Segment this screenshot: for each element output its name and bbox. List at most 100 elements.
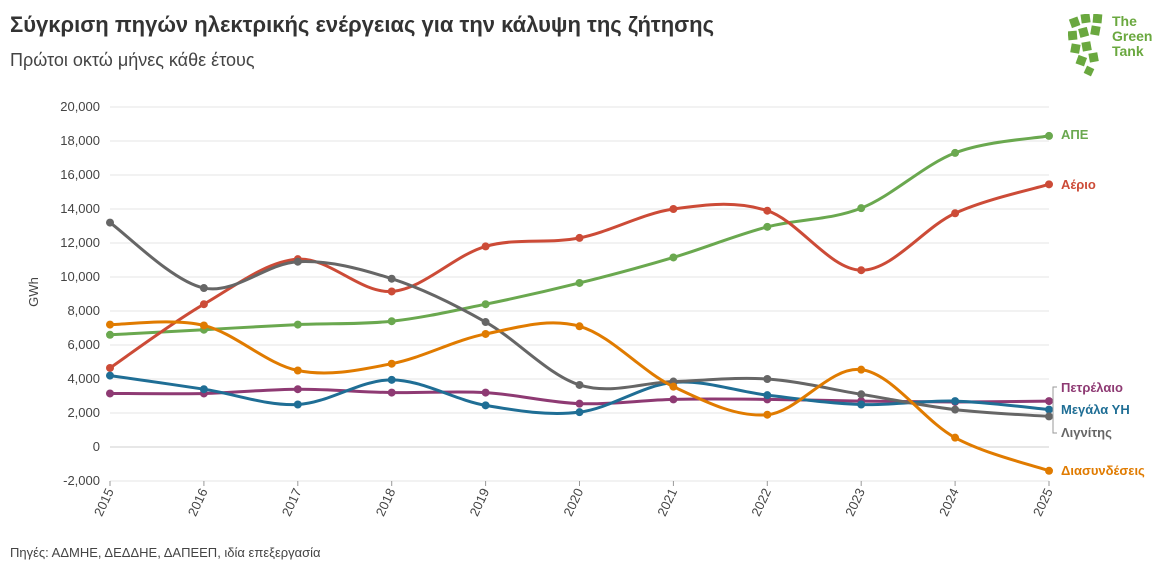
series-5-point xyxy=(1045,466,1053,475)
x-tick-label: 2015 xyxy=(91,486,117,519)
series-4-point xyxy=(293,257,302,266)
y-tick-label: 16,000 xyxy=(60,167,100,182)
series-5-point xyxy=(763,410,772,419)
series-3-point xyxy=(293,400,302,409)
series-5-point xyxy=(669,382,678,391)
series-1-point xyxy=(763,206,772,215)
series-5-point xyxy=(951,433,960,442)
series-label: Διασυνδέσεις xyxy=(1061,463,1145,478)
series-3-point xyxy=(199,385,208,394)
chart-title: Σύγκριση πηγών ηλεκτρικής ενέργειας για … xyxy=(10,12,715,37)
series-1-line xyxy=(109,182,1050,370)
series-3-point xyxy=(575,408,584,417)
source-note: Πηγές: ΑΔΜΗΕ, ΔΕΔΔΗΕ, ΔΑΠΕΕΠ, ιδία επεξε… xyxy=(10,545,321,560)
series-label: ΑΠΕ xyxy=(1061,127,1089,142)
series-4-point xyxy=(763,375,772,383)
series-4-line xyxy=(109,221,1050,418)
logo-line-2: Green xyxy=(1112,28,1153,44)
series-2-point xyxy=(1045,397,1053,406)
series-0-point xyxy=(387,317,396,326)
series-1-point xyxy=(669,205,678,213)
series-4-point xyxy=(387,274,396,283)
series-1-point xyxy=(857,266,866,275)
series-4-point xyxy=(951,405,960,414)
series-2-point xyxy=(575,399,584,408)
y-tick-label: 8,000 xyxy=(67,303,100,318)
series-1-point xyxy=(575,233,584,242)
series-1-point xyxy=(106,363,114,372)
series-2-point xyxy=(387,388,396,397)
x-tick-label: 2016 xyxy=(185,486,211,519)
series-1-point xyxy=(199,300,208,309)
series-labels: ΑΠΕ Αέριο Πετρέλαιο Μεγάλα ΥΗ Λιγνίτης Διασυν… xyxy=(1052,127,1145,478)
series-3-point xyxy=(387,375,396,384)
logo-line-3: Tank xyxy=(1112,43,1144,59)
series-3-point xyxy=(1045,405,1053,414)
y-axis: -2,000 0 2,000 4,000 6,000 8,000 10,000 12,000 1… xyxy=(60,99,100,488)
series-lines xyxy=(106,131,1053,475)
series-0-point xyxy=(951,148,960,157)
series-3-point xyxy=(763,391,772,400)
x-tick-label: 2017 xyxy=(279,486,305,519)
series-0-point xyxy=(481,300,490,309)
series-1-point xyxy=(951,209,960,218)
y-tick-label: 6,000 xyxy=(67,337,100,352)
series-0-point xyxy=(857,204,866,213)
series-2-point xyxy=(481,388,490,397)
x-tick-label: 2022 xyxy=(748,486,774,519)
series-1-point xyxy=(1045,180,1053,189)
series-2-point xyxy=(106,389,114,398)
series-4-point xyxy=(857,390,866,399)
x-tick-label: 2024 xyxy=(936,486,962,519)
x-tick-label: 2020 xyxy=(560,486,586,519)
series-0-point xyxy=(669,253,678,262)
x-tick-label: 2023 xyxy=(842,486,868,519)
x-tick-label: 2021 xyxy=(654,486,680,519)
x-tick-label: 2018 xyxy=(373,486,399,519)
y-tick-label: 2,000 xyxy=(67,405,100,420)
y-tick-label: 10,000 xyxy=(60,269,100,284)
series-4-point xyxy=(199,284,208,293)
series-5-point xyxy=(106,320,114,329)
y-tick-label: 18,000 xyxy=(60,133,100,148)
y-tick-label: 4,000 xyxy=(67,371,100,386)
y-tick-label: -2,000 xyxy=(63,473,100,488)
series-3-point xyxy=(106,371,114,380)
series-3-point xyxy=(951,397,960,406)
series-0-point xyxy=(575,278,584,287)
series-5-point xyxy=(481,329,490,338)
series-label: Μεγάλα ΥΗ xyxy=(1061,402,1130,417)
logo-line-1: The xyxy=(1112,13,1137,29)
series-0-point xyxy=(1045,131,1053,140)
series-4-point xyxy=(106,218,114,227)
series-3-point xyxy=(857,400,866,409)
y-axis-label: GWh xyxy=(26,277,41,307)
series-5-point xyxy=(387,359,396,368)
series-2-point xyxy=(669,395,678,404)
series-4-point xyxy=(481,318,490,327)
series-2-point xyxy=(293,385,302,394)
series-5-point xyxy=(293,366,302,375)
line-chart: -2,000 0 2,000 4,000 6,000 8,000 10,000 12,000 1… xyxy=(26,99,1145,518)
series-1-point xyxy=(481,242,490,251)
x-axis: 2015 2016 2017 2018 2019 2020 2021 2022 2023 2024… xyxy=(91,481,1056,518)
grid-lines xyxy=(110,106,1049,482)
series-3-point xyxy=(481,401,490,410)
x-tick-label: 2019 xyxy=(467,486,493,519)
series-4-point xyxy=(1045,412,1053,421)
series-0-point xyxy=(763,222,772,231)
series-5-line xyxy=(109,320,1050,473)
y-tick-label: 20,000 xyxy=(60,99,100,114)
series-0-point xyxy=(293,320,302,329)
series-4-point xyxy=(575,380,584,389)
y-tick-label: 14,000 xyxy=(60,201,100,216)
green-tank-logo-icon xyxy=(1068,14,1103,77)
series-1-point xyxy=(387,287,396,296)
y-tick-label: 0 xyxy=(93,439,100,454)
series-5-point xyxy=(575,322,584,331)
y-tick-label: 12,000 xyxy=(60,235,100,250)
label-bracket xyxy=(1052,386,1057,434)
chart-subtitle: Πρώτοι οκτώ μήνες κάθε έτους xyxy=(10,50,255,70)
series-label: Αέριο xyxy=(1061,177,1096,192)
series-label: Πετρέλαιο xyxy=(1061,380,1123,395)
